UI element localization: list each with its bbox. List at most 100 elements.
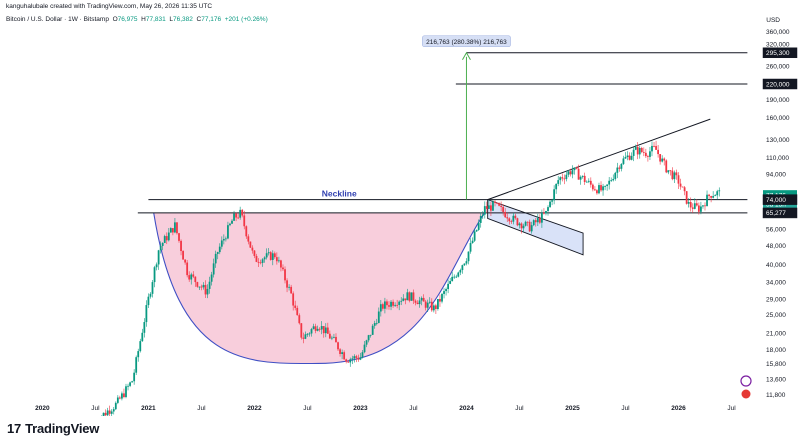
candle-body (300, 323, 303, 338)
candle-body (583, 175, 586, 183)
candle-body (663, 158, 666, 161)
candle-body (204, 284, 207, 295)
candle-body (253, 250, 256, 256)
candle-body (133, 372, 136, 382)
y-tick-label: 11,800 (766, 392, 786, 399)
y-tick-label: 110,000 (766, 155, 789, 162)
candle-body (642, 151, 645, 153)
candle-body (598, 185, 600, 194)
candle-body (412, 292, 415, 301)
candle-body (538, 218, 541, 223)
price-tag-box (762, 207, 798, 219)
cup-fill (153, 212, 485, 364)
candle-body (371, 325, 374, 335)
candle-body (361, 352, 364, 358)
candle-body (333, 336, 335, 338)
candle-body (477, 222, 480, 230)
candle-body (510, 221, 513, 223)
candle-body (659, 154, 662, 162)
candle-body (127, 385, 129, 387)
candle-body (218, 246, 221, 253)
candle-body (396, 304, 399, 306)
candle-body (430, 301, 433, 311)
candle-body (536, 218, 539, 223)
candle-body (365, 340, 368, 345)
candle-body (233, 213, 235, 221)
candle-body (671, 170, 674, 180)
symbol-name[interactable]: Bitcoin / U.S. Dollar · 1W · Bitstamp (6, 16, 109, 23)
candle-body (465, 261, 468, 264)
candle-body (665, 160, 668, 173)
price-tag-label: 220,000 (766, 81, 790, 88)
candle-body (581, 175, 584, 177)
x-tick-label: Jul (727, 405, 736, 412)
candle-body (687, 202, 690, 204)
candle-body (331, 337, 333, 339)
candle-body (292, 293, 295, 306)
candle-body (681, 186, 684, 188)
candle-body (304, 334, 307, 339)
x-tick-label: Jul (197, 405, 206, 412)
candle-body (308, 333, 311, 335)
candle-body (259, 262, 262, 264)
candle-body (318, 328, 321, 330)
candle-body (675, 172, 678, 176)
candle-body (618, 167, 621, 169)
candle-body (563, 178, 566, 180)
candle-body (118, 397, 121, 399)
candle-body (200, 286, 203, 288)
candle-body (565, 174, 568, 180)
candle-body (467, 251, 470, 262)
candle-body (167, 232, 170, 241)
candle-body (229, 223, 231, 226)
y-tick-label: 15,800 (766, 361, 786, 368)
candle-body (347, 361, 350, 363)
low-value: 76,382 (173, 16, 193, 23)
candle-body (263, 257, 266, 260)
candle-body (685, 191, 688, 204)
candle-body (273, 253, 276, 258)
candle-body (247, 236, 250, 242)
candle-body (104, 412, 107, 416)
candle-body (683, 187, 686, 192)
candle-body (286, 280, 288, 288)
candle-body (322, 326, 325, 334)
candle-body (483, 206, 486, 215)
candle-body (426, 302, 429, 308)
candle-body (640, 148, 643, 152)
y-tick-label: 130,000 (766, 137, 790, 144)
candle-body (702, 205, 704, 207)
y-tick-label: 320,000 (766, 42, 790, 49)
candle-body (475, 229, 478, 232)
candle-body (606, 184, 609, 186)
price-tag-box (762, 194, 798, 205)
candle-body (416, 302, 419, 305)
candle-body (543, 212, 545, 214)
candle-body (241, 209, 244, 216)
candle-body (149, 293, 152, 297)
y-tick-label: 94,000 (766, 172, 786, 179)
candle-body (275, 257, 278, 262)
candle-body (540, 212, 543, 223)
candle-body (504, 211, 507, 218)
candle-body (235, 213, 237, 218)
candle-body (559, 177, 562, 181)
candle-body (306, 333, 309, 335)
candle-body (591, 184, 594, 190)
candle-body (697, 205, 700, 212)
candle-body (153, 267, 156, 283)
candle-body (337, 342, 339, 350)
candle-body (518, 223, 521, 226)
candle-body (402, 298, 405, 301)
candle-body (567, 171, 570, 175)
candle-body (492, 201, 494, 211)
close-label: C (196, 16, 202, 23)
tradingview-logo[interactable]: 17 TradingView (7, 421, 99, 436)
candle-body (657, 149, 660, 155)
candle-body (163, 236, 166, 243)
candle-body (169, 228, 172, 233)
candle-body (708, 194, 710, 197)
candle-body (224, 238, 227, 240)
candle-body (328, 333, 331, 339)
